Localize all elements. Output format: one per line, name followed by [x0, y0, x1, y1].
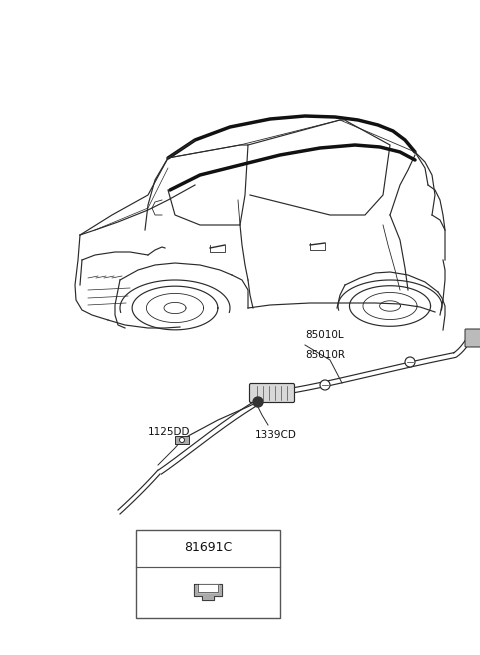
Circle shape [253, 397, 263, 407]
Bar [136, 530, 280, 618]
Text: 1339CD: 1339CD [255, 430, 297, 440]
Circle shape [180, 438, 184, 443]
Circle shape [320, 380, 330, 390]
Bar [175, 436, 189, 444]
Polygon shape [194, 584, 222, 601]
Text: 85010L: 85010L [305, 330, 344, 340]
Text: 1125DD: 1125DD [148, 427, 191, 437]
Circle shape [405, 357, 415, 367]
Text: 85010R: 85010R [305, 350, 345, 360]
Text: 81691C: 81691C [184, 541, 232, 554]
FancyBboxPatch shape [250, 383, 295, 403]
FancyBboxPatch shape [465, 329, 480, 347]
Polygon shape [198, 584, 218, 593]
